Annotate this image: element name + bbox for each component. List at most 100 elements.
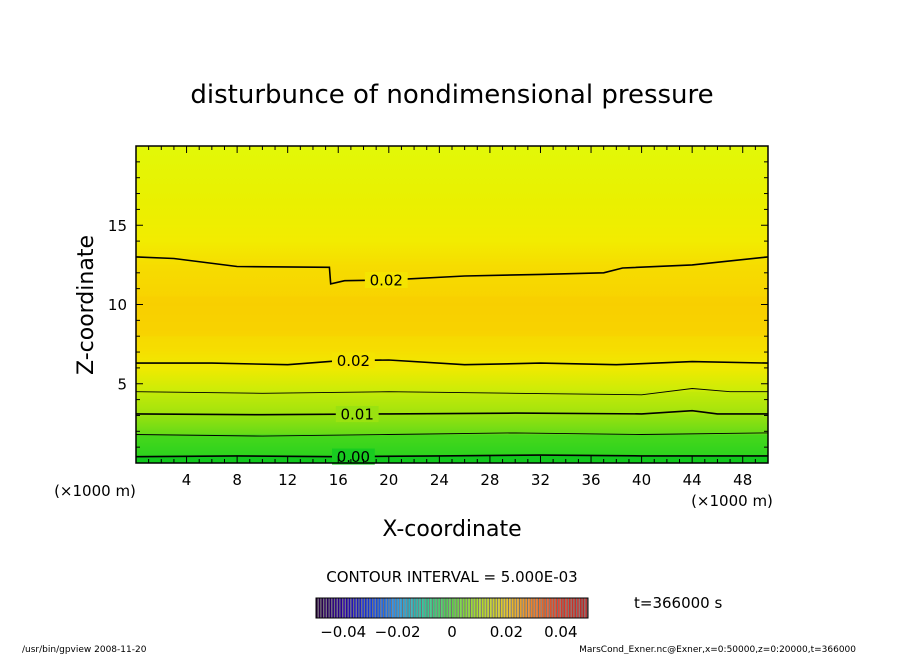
shading-band-1 [136, 434, 768, 456]
colorbar-gap-85 [548, 598, 550, 618]
colorbar-stripe-84 [544, 598, 547, 618]
colorbar-stripe-48 [446, 598, 449, 618]
colorbar-gap-20 [372, 598, 374, 618]
colorbar-stripe-47 [443, 598, 446, 618]
colorbar-gap-84 [546, 598, 548, 618]
colorbar-stripe-0 [316, 598, 318, 618]
colorbar-gap-88 [556, 598, 559, 618]
colorbar-gap-3 [325, 598, 327, 618]
colorbar-stripe-94 [571, 598, 574, 618]
colorbar-stripe-41 [427, 598, 430, 618]
colorbar-gap-46 [442, 598, 444, 618]
x-tick-label-12: 12 [278, 471, 297, 489]
colorbar-gap-75 [521, 598, 523, 618]
colorbar-stripe-46 [441, 598, 443, 618]
colorbar-gap-22 [377, 598, 379, 618]
colorbar-gap-21 [374, 598, 376, 618]
colorbar-stripe-67 [498, 598, 500, 618]
colorbar-stripe-21 [373, 598, 375, 618]
x-tick-label-24: 24 [430, 471, 449, 489]
colorbar-gap-15 [358, 598, 360, 618]
colorbar-stripe-53 [460, 598, 462, 618]
colorbar-gap-98 [584, 598, 586, 618]
colorbar-gap-14 [355, 598, 357, 618]
colorbar-gap-1 [320, 598, 322, 618]
colorbar-gap-38 [420, 598, 423, 618]
colorbar-gap-79 [532, 598, 534, 618]
colorbar-stripe-5 [329, 598, 332, 618]
colorbar-stripe-68 [500, 598, 503, 618]
y-tick-label-5: 5 [117, 375, 127, 393]
colorbar-gap-71 [510, 598, 512, 618]
colorbar-gap-33 [407, 598, 409, 618]
colorbar-stripe-12 [348, 598, 351, 618]
colorbar-gap-0 [317, 598, 319, 618]
footer-left: /usr/bin/gpview 2008-11-20 [22, 645, 147, 654]
colorbar-gap-19 [369, 598, 371, 618]
colorbar-gap-5 [331, 598, 333, 618]
y-axis-label: Z-coordinate [74, 235, 99, 375]
x-tick-label-44: 44 [683, 471, 702, 489]
colorbar-gap-65 [494, 598, 496, 618]
colorbar-gap-41 [429, 598, 431, 618]
colorbar-gap-63 [488, 598, 491, 618]
colorbar-stripe-87 [552, 598, 555, 618]
colorbar-stripe-15 [356, 598, 359, 618]
colorbar-gap-45 [440, 598, 442, 618]
colorbar-stripe-90 [560, 598, 563, 618]
colorbar-gap-7 [336, 598, 338, 618]
colorbar-gap-83 [543, 598, 545, 618]
x-tick-label-36: 36 [581, 471, 600, 489]
shading-band-2 [136, 391, 768, 414]
colorbar-gap-92 [567, 598, 569, 618]
colorbar-stripe-89 [558, 598, 560, 618]
colorbar-stripe-74 [517, 598, 519, 618]
colorbar-stripe-45 [438, 598, 441, 618]
colorbar-stripe-24 [381, 598, 383, 618]
colorbar-stripe-61 [481, 598, 484, 618]
colorbar-stripe-76 [522, 598, 525, 618]
colorbar [315, 597, 589, 619]
colorbar-stripe-22 [375, 598, 378, 618]
colorbar-stripe-79 [530, 598, 533, 618]
colorbar-stripe-81 [536, 598, 538, 618]
x-tick-label-28: 28 [480, 471, 499, 489]
contour-line-2 [135, 409, 768, 416]
x-tick-label-8: 8 [232, 471, 242, 489]
colorbar-stripe-97 [579, 598, 582, 618]
y-axis-ticks: 5 10 15 [108, 161, 768, 448]
colorbar-gap-69 [505, 598, 507, 618]
colorbar-stripe-57 [471, 598, 473, 618]
colorbar-gap-10 [344, 598, 346, 618]
colorbar-stripe-42 [430, 598, 432, 618]
colorbar-stripe-63 [487, 598, 489, 618]
colorbar-tick-label-4: 0.04 [544, 623, 577, 641]
colorbar-gap-18 [366, 598, 368, 618]
x-axis-label: X-coordinate [382, 517, 521, 542]
colorbar-gap-27 [391, 598, 393, 618]
x-tick-label-16: 16 [329, 471, 348, 489]
contour-label-bg-2 [335, 406, 379, 423]
x-unit-right: (×1000 m) [691, 492, 773, 510]
colorbar-stripe-52 [457, 598, 460, 618]
colorbar-gap-77 [527, 598, 529, 618]
colorbar-stripe-11 [345, 598, 348, 618]
colorbar-stripe-96 [577, 598, 579, 618]
x-tick-label-48: 48 [733, 471, 752, 489]
x-tick-label-32: 32 [531, 471, 550, 489]
colorbar-gap-70 [508, 598, 510, 618]
colorbar-stripe-30 [397, 598, 400, 618]
colorbar-stripe-25 [384, 598, 386, 618]
colorbar-stripe-16 [359, 598, 362, 618]
colorbar-gap-61 [483, 598, 485, 618]
colorbar-gap-96 [578, 598, 580, 618]
colorbar-gap-31 [401, 598, 404, 618]
colorbar-stripe-7 [335, 598, 337, 618]
colorbar-gap-90 [562, 598, 564, 618]
colorbar-stripe-33 [405, 598, 408, 618]
colorbar-stripe-82 [539, 598, 541, 618]
contour-label-bg-4 [332, 352, 375, 369]
colorbar-gap-91 [565, 598, 567, 618]
colorbar-gap-53 [461, 598, 463, 618]
